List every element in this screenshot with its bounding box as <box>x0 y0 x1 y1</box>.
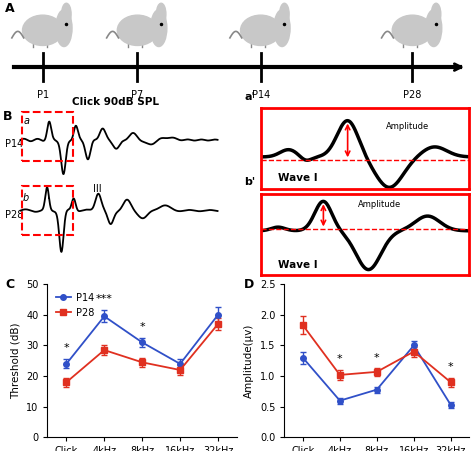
Text: b': b' <box>244 177 255 188</box>
Text: Click 90dB SPL: Click 90dB SPL <box>72 97 159 106</box>
Text: D: D <box>244 278 254 291</box>
Ellipse shape <box>241 15 281 46</box>
Y-axis label: Amplitude(μv): Amplitude(μv) <box>244 324 255 398</box>
Text: P14: P14 <box>252 90 270 100</box>
Text: Wave I: Wave I <box>278 173 318 183</box>
Circle shape <box>431 3 441 25</box>
Ellipse shape <box>392 15 432 46</box>
Text: Amplitude: Amplitude <box>386 122 429 131</box>
Text: *: * <box>374 353 380 363</box>
Circle shape <box>62 3 71 25</box>
Text: P14: P14 <box>5 139 23 149</box>
Ellipse shape <box>117 15 157 46</box>
Text: b: b <box>23 193 29 203</box>
Text: P1: P1 <box>36 90 49 100</box>
Y-axis label: Threshold (dB): Threshold (dB) <box>10 322 20 399</box>
Bar <box>22 186 73 235</box>
Text: B: B <box>2 110 12 123</box>
Circle shape <box>156 3 166 25</box>
Ellipse shape <box>23 15 63 46</box>
Text: *: * <box>337 354 343 364</box>
Circle shape <box>56 10 72 46</box>
Text: a: a <box>24 116 29 126</box>
Text: a': a' <box>244 92 255 102</box>
Text: P28: P28 <box>403 90 421 100</box>
Circle shape <box>426 10 442 46</box>
Legend: P14, P28: P14, P28 <box>52 289 98 322</box>
Circle shape <box>151 10 167 46</box>
Text: *: * <box>448 363 454 373</box>
Text: *: * <box>64 343 69 353</box>
Text: P7: P7 <box>131 90 144 100</box>
Text: P28: P28 <box>5 210 24 220</box>
Bar <box>22 112 73 161</box>
Text: C: C <box>6 278 15 291</box>
Text: III: III <box>93 184 102 193</box>
Text: ***: *** <box>96 294 113 304</box>
Text: Amplitude: Amplitude <box>358 200 401 209</box>
Text: *: * <box>139 322 145 331</box>
Text: I: I <box>47 191 50 201</box>
Text: A: A <box>5 2 14 15</box>
Text: Wave I: Wave I <box>278 260 318 270</box>
Circle shape <box>274 10 290 46</box>
Circle shape <box>280 3 289 25</box>
